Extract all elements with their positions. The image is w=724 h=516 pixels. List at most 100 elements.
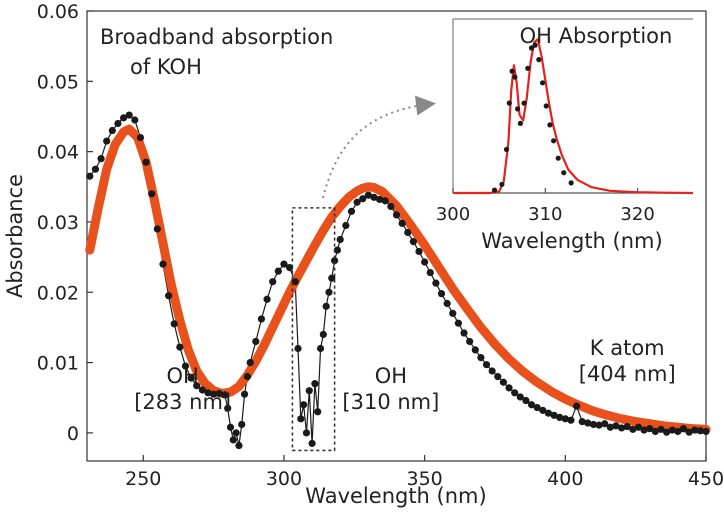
measured-point: [269, 278, 277, 286]
inset-x-tick-label: 320: [620, 204, 654, 225]
inset-measured-point: [555, 155, 561, 161]
measured-point: [381, 197, 389, 205]
inset-title: OH Absorption: [520, 24, 673, 48]
measured-point: [595, 421, 603, 429]
measured-point: [97, 155, 105, 163]
measured-point: [305, 387, 313, 395]
measured-point: [572, 402, 581, 410]
measured-point: [511, 389, 519, 397]
measured-point: [584, 419, 592, 427]
measured-point: [325, 288, 333, 296]
y-tick-label: 0.06: [37, 1, 79, 23]
measured-point: [210, 390, 218, 398]
measured-point: [421, 258, 429, 266]
measured-point: [539, 406, 547, 414]
measured-point: [623, 422, 631, 431]
measured-point: [232, 429, 240, 437]
inset-measured-point: [506, 100, 512, 106]
measured-point: [170, 320, 178, 328]
main-series-group: [85, 111, 711, 450]
inset-measured-point: [539, 80, 546, 86]
measured-point: [398, 219, 406, 227]
inset-measured-point: [503, 146, 510, 153]
measured-point: [243, 373, 251, 381]
measured-point: [516, 393, 524, 401]
measured-point: [364, 191, 372, 199]
measured-point: [136, 133, 145, 142]
measured-point: [460, 329, 468, 337]
measured-point: [527, 401, 536, 409]
measured-point: [221, 391, 229, 399]
inset-measured-point: [499, 181, 505, 187]
measured-point: [663, 428, 671, 436]
measured-point: [679, 425, 688, 433]
measured-point: [488, 367, 496, 375]
measured-point: [370, 193, 378, 201]
inset-measured-point: [512, 74, 518, 80]
measured-point: [257, 315, 266, 323]
main-x-axis-title: Wavelength (nm): [305, 484, 486, 508]
measured-point: [443, 299, 451, 308]
inset-measured-point: [491, 187, 498, 193]
measured-point: [437, 290, 446, 298]
measured-point: [685, 428, 693, 436]
measured-point: [263, 295, 271, 303]
measured-point: [319, 330, 327, 339]
measured-point: [235, 441, 243, 450]
measured-point: [125, 111, 133, 119]
annotation-label: [310 nm]: [342, 390, 439, 414]
measured-point: [198, 386, 206, 394]
measured-point: [280, 260, 288, 268]
measured-point: [702, 427, 710, 436]
annotation-label: K atom: [590, 336, 665, 360]
measured-point: [668, 426, 676, 434]
measured-point: [522, 396, 530, 405]
inset-fit-curve: [453, 38, 694, 195]
x-tick-label: 400: [547, 468, 583, 490]
measured-point: [224, 404, 232, 412]
inset-measured-point: [568, 180, 574, 186]
measured-point: [164, 292, 173, 300]
measured-point: [466, 337, 474, 346]
measured-point: [409, 238, 417, 246]
measured-point: [392, 211, 401, 219]
oh-highlight-box: [291, 207, 336, 452]
main-title-line-2: of KOH: [130, 55, 202, 79]
measured-point: [629, 425, 637, 433]
measured-point: [153, 225, 161, 233]
measured-point: [302, 429, 311, 437]
inset-measured-point: [521, 100, 527, 106]
measured-point: [91, 165, 100, 173]
measured-point: [285, 264, 294, 272]
measured-point: [86, 172, 94, 180]
y-tick-label: 0.01: [37, 353, 79, 375]
measured-point: [404, 228, 412, 237]
inset-background: [453, 19, 693, 193]
measured-point: [347, 207, 356, 215]
measured-point: [454, 319, 462, 327]
inset-measured-point: [528, 45, 535, 51]
measured-point: [238, 420, 246, 429]
annotation-label: OH: [166, 364, 198, 388]
measured-point: [426, 268, 434, 277]
measured-point: [328, 274, 336, 282]
annotation-label: [283 nm]: [134, 390, 231, 414]
inset-measured-point: [543, 103, 549, 109]
x-tick-label: 450: [688, 468, 724, 490]
measured-point: [646, 425, 654, 433]
measured-point: [651, 427, 659, 436]
inset-x-tick-label: 300: [436, 204, 470, 225]
measured-point: [589, 420, 598, 429]
inset-measured-point: [547, 122, 553, 128]
measured-point: [176, 343, 184, 351]
measured-point: [482, 361, 491, 369]
measured-point: [316, 344, 325, 353]
measured-point: [294, 344, 302, 353]
y-tick-label: 0: [67, 423, 79, 445]
measured-point: [333, 246, 342, 254]
measured-point: [640, 426, 648, 434]
inset-x-axis-title: Wavelength (nm): [481, 229, 662, 253]
measured-point: [215, 389, 223, 398]
measured-point: [246, 358, 254, 367]
measured-point: [612, 422, 620, 430]
